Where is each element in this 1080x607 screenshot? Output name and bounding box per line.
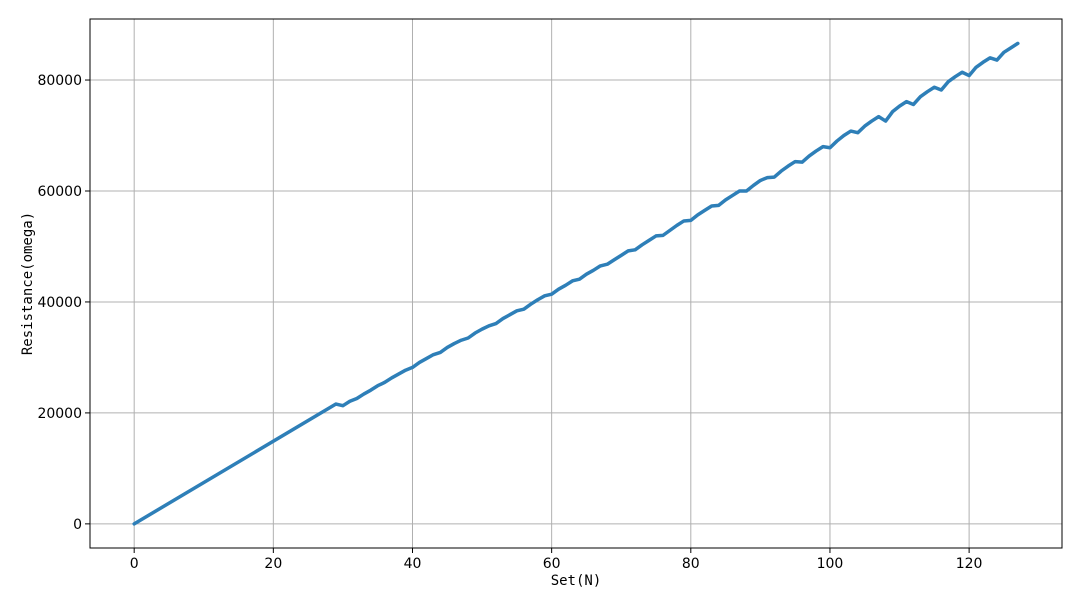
grid-layer bbox=[90, 19, 1062, 548]
x-tick-label: 0 bbox=[130, 556, 139, 572]
x-tick-label: 20 bbox=[264, 556, 282, 572]
series-layer bbox=[132, 41, 1020, 526]
x-tick-label: 60 bbox=[543, 556, 561, 572]
y-tick-label: 80000 bbox=[37, 73, 82, 89]
series-line bbox=[132, 41, 1020, 526]
y-axis-label: Resistance(omega) bbox=[20, 212, 36, 355]
y-tick-label: 40000 bbox=[37, 295, 82, 311]
x-tick-label: 80 bbox=[682, 556, 700, 572]
y-tick-label: 0 bbox=[73, 517, 82, 533]
plot-frame bbox=[89, 18, 1063, 549]
x-tick-label: 40 bbox=[404, 556, 422, 572]
tick-layer: 0 20 40 60 80 100 120 0 20000 40000 60000 80000 bbox=[37, 73, 982, 572]
x-tick-label: 100 bbox=[817, 556, 844, 572]
y-tick-label: 20000 bbox=[37, 406, 82, 422]
x-axis-label: Set(N) bbox=[551, 573, 602, 589]
x-tick-label: 120 bbox=[956, 556, 983, 572]
y-tick-label: 60000 bbox=[37, 184, 82, 200]
